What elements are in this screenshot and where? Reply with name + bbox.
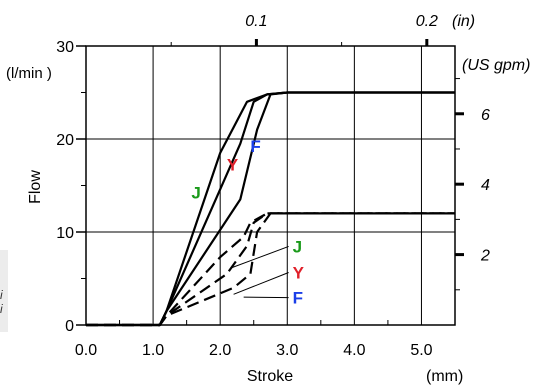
annotation-label-y: Y <box>293 264 305 283</box>
series-line-lower-j <box>86 212 455 327</box>
right-tick-label: 4 <box>481 177 490 194</box>
x-axis-unit: (mm) <box>426 368 463 385</box>
series-line-upper-y <box>86 91 455 327</box>
x-axis-label: Stroke <box>247 368 293 385</box>
annotation-label-j: J <box>191 184 200 203</box>
annotation-leader <box>233 272 289 295</box>
axis-ticks <box>76 39 464 326</box>
annotation-label-f: F <box>250 137 260 156</box>
top-tick-label: 0.2 <box>416 13 438 30</box>
top-axis-unit: (in) <box>452 13 475 30</box>
x-tick-label: 5.0 <box>410 342 432 359</box>
y-tick-label: 20 <box>56 132 74 149</box>
y-axis-unit: (l/min ) <box>6 65 52 82</box>
annotation-label-f: F <box>293 289 303 308</box>
annotation-label-y: Y <box>227 156 239 175</box>
side-panel-fragment: i i <box>0 288 3 316</box>
y-tick-label: 30 <box>56 39 74 56</box>
y-axis-label: Flow <box>27 170 44 204</box>
label-leaders <box>230 245 289 299</box>
top-tick-label: 0.1 <box>245 13 267 30</box>
series-line-lower-y <box>86 212 455 327</box>
series-line-upper-j <box>86 91 455 327</box>
axis-tick-labels: 0.0 1.0 2.0 3.0 4.0 5.0 0 10 20 30 0.1 0.2 2 4 6 <box>56 13 490 359</box>
x-tick-label: 1.0 <box>142 342 164 359</box>
y-tick-label: 0 <box>65 318 74 335</box>
side-panel-strip <box>0 250 8 332</box>
right-tick-label: 6 <box>481 107 490 124</box>
x-tick-label: 2.0 <box>209 342 231 359</box>
y-tick-label: 10 <box>56 225 74 242</box>
right-tick-label: 2 <box>480 248 490 265</box>
x-tick-label: 3.0 <box>276 342 298 359</box>
series-line-upper-f <box>86 91 455 327</box>
annotation-label-j: J <box>293 237 302 256</box>
right-axis-unit: (US gpm) <box>462 57 530 74</box>
grid <box>86 46 455 325</box>
series-line-lower-f <box>86 212 455 327</box>
series-lines <box>86 91 455 327</box>
side-fragment-line-1: i <box>0 288 3 302</box>
side-fragment-line-2: i <box>0 302 3 316</box>
plot-frame <box>85 45 456 326</box>
x-tick-label: 0.0 <box>75 342 97 359</box>
x-tick-label: 4.0 <box>343 342 365 359</box>
annotation-leader <box>243 296 289 299</box>
annotation-leader <box>230 245 289 269</box>
